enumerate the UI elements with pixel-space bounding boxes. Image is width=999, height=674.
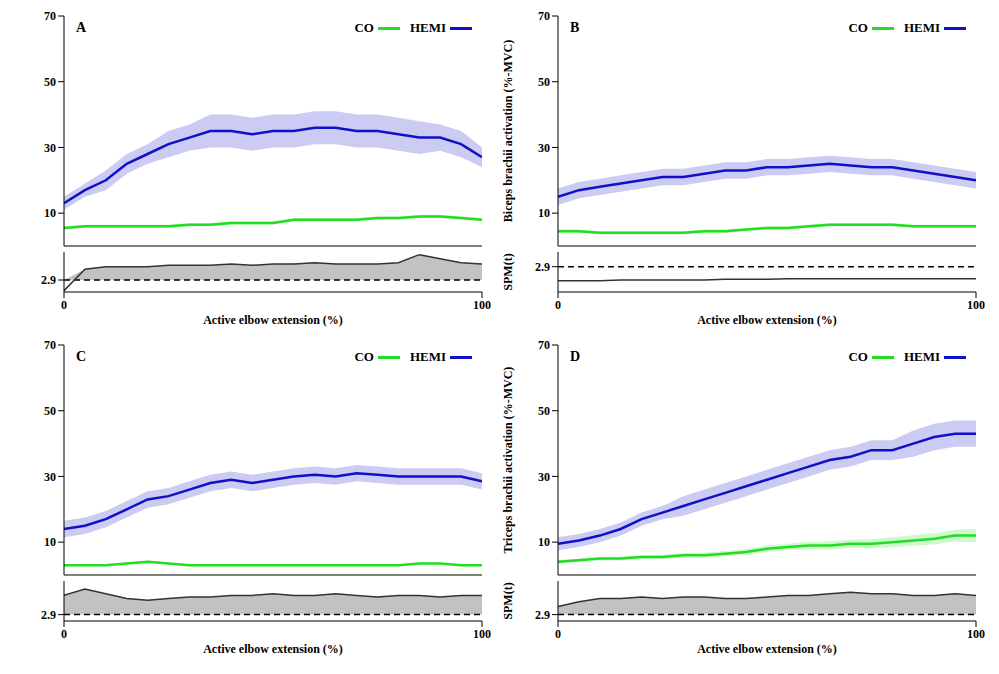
html-text:CO: CO — [848, 349, 868, 364]
html-text:HEMI: HEMI — [409, 20, 446, 35]
html-text:C: C — [76, 349, 87, 364]
svg-text:SPM(t): SPM(t) — [502, 253, 515, 290]
html-text:HEMI: HEMI — [903, 349, 940, 364]
svg-text:0: 0 — [555, 298, 561, 312]
html-text:CO: CO — [354, 20, 374, 35]
svg-text:30: 30 — [538, 470, 550, 484]
svg-text:Biceps brachii activation (%-M: Biceps brachii activation (%-MVC) — [502, 40, 515, 222]
svg-text:10: 10 — [44, 535, 56, 549]
svg-text:0: 0 — [555, 627, 561, 641]
svg-text:100: 100 — [473, 298, 491, 312]
svg-text:2.9: 2.9 — [41, 608, 56, 622]
svg-text:50: 50 — [538, 75, 550, 89]
svg-text:100: 100 — [967, 627, 985, 641]
svg-text:50: 50 — [44, 75, 56, 89]
html-text:HEMI: HEMI — [409, 349, 446, 364]
html-text:B: B — [570, 20, 580, 35]
svg-text:Active elbow extension (%): Active elbow extension (%) — [203, 313, 343, 327]
svg-text:Active elbow extension (%): Active elbow extension (%) — [203, 642, 343, 656]
svg-text:Active elbow extension (%): Active elbow extension (%) — [697, 642, 837, 656]
svg-text:100: 100 — [473, 627, 491, 641]
svg-text:SPM(t): SPM(t) — [502, 582, 515, 619]
svg-text:2.9: 2.9 — [535, 608, 550, 622]
html-text:CO: CO — [848, 20, 868, 35]
svg-text:50: 50 — [538, 404, 550, 418]
svg-text:0: 0 — [61, 627, 67, 641]
svg-text:2.9: 2.9 — [41, 273, 56, 287]
svg-text:2.9: 2.9 — [535, 260, 550, 274]
svg-text:100: 100 — [967, 298, 985, 312]
html-text:CO: CO — [354, 349, 374, 364]
svg-text:10: 10 — [44, 206, 56, 220]
svg-text:30: 30 — [538, 141, 550, 155]
html-text:A: A — [76, 20, 87, 35]
svg-text:10: 10 — [538, 535, 550, 549]
svg-text:Active elbow extension (%): Active elbow extension (%) — [697, 313, 837, 327]
svg-text:30: 30 — [44, 141, 56, 155]
html-text:HEMI: HEMI — [903, 20, 940, 35]
svg-text:50: 50 — [44, 404, 56, 418]
svg-text:30: 30 — [44, 470, 56, 484]
svg-text:0: 0 — [61, 298, 67, 312]
svg-text:70: 70 — [44, 338, 56, 352]
html-text:D: D — [570, 349, 581, 364]
svg-text:Triceps brachii activation (%-: Triceps brachii activation (%-MVC) — [502, 367, 515, 554]
svg-text:70: 70 — [538, 338, 550, 352]
svg-text:10: 10 — [538, 206, 550, 220]
svg-text:70: 70 — [44, 9, 56, 23]
svg-text:70: 70 — [538, 9, 550, 23]
